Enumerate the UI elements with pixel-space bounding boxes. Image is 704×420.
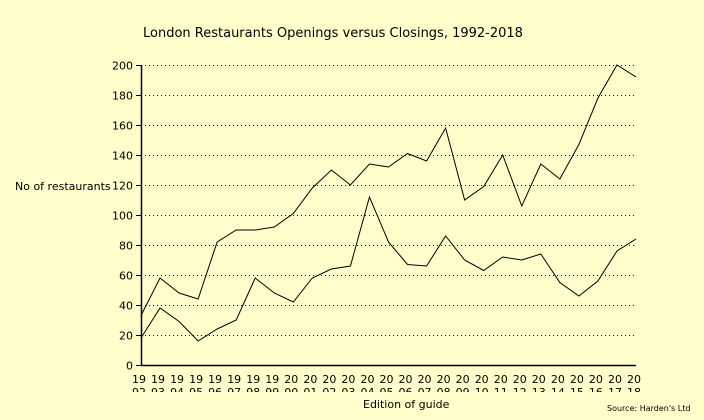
x-tick-label: 1998 <box>246 373 261 392</box>
x-tick-label: 2007 <box>417 373 432 392</box>
x-tick-label: 2018 <box>627 373 641 392</box>
x-tick-label: 1997 <box>227 373 242 392</box>
x-tick-label: 2000 <box>284 373 299 392</box>
series-line-closings <box>140 195 637 342</box>
x-tick-label: 2002 <box>322 373 337 392</box>
y-tick-label: 80 <box>119 240 133 253</box>
x-tick-label: 2012 <box>512 373 527 392</box>
chart-title: London Restaurants Openings versus Closi… <box>143 26 523 41</box>
x-tick-label: 2009 <box>455 373 470 392</box>
y-tick-label: 100 <box>112 210 133 223</box>
y-tick-label: 0 <box>126 360 133 373</box>
source-note: Source: Harden's Ltd <box>607 404 691 413</box>
x-tick-label: 2011 <box>493 373 508 392</box>
x-tick-label: 2013 <box>531 373 546 392</box>
x-tick-label: 2003 <box>341 373 356 392</box>
x-tick-label: 2006 <box>398 373 413 392</box>
x-tick-label: 2004 <box>360 373 375 392</box>
y-tick-label: 120 <box>112 180 133 193</box>
x-axis-label: Edition of guide <box>363 398 450 411</box>
x-tick-label: 1999 <box>265 373 280 392</box>
x-tick-label: 2016 <box>588 373 603 392</box>
x-tick-label: 2015 <box>569 373 584 392</box>
x-tick-label: 1993 <box>151 373 166 392</box>
series-line-openings <box>140 64 637 316</box>
x-tick-label: 2005 <box>379 373 394 392</box>
y-tick-label: 60 <box>119 270 133 283</box>
y-tick-label: 180 <box>112 90 133 103</box>
y-tick-label: 140 <box>112 150 133 163</box>
y-tick-label: 200 <box>112 60 133 73</box>
y-tick-label: 40 <box>119 300 133 313</box>
x-tick-label: 1992 <box>132 373 146 392</box>
x-tick-label: 2017 <box>607 373 622 392</box>
x-tick-label: 1994 <box>170 373 185 392</box>
x-tick-label: 2008 <box>436 373 451 392</box>
y-tick-label: 20 <box>119 330 133 343</box>
y-axis-label: No of restaurants <box>15 180 111 193</box>
x-tick-label: 1995 <box>189 373 204 392</box>
x-tick-label: 1996 <box>208 373 223 392</box>
x-tick-label: 2010 <box>474 373 489 392</box>
y-tick-label: 160 <box>112 120 133 133</box>
